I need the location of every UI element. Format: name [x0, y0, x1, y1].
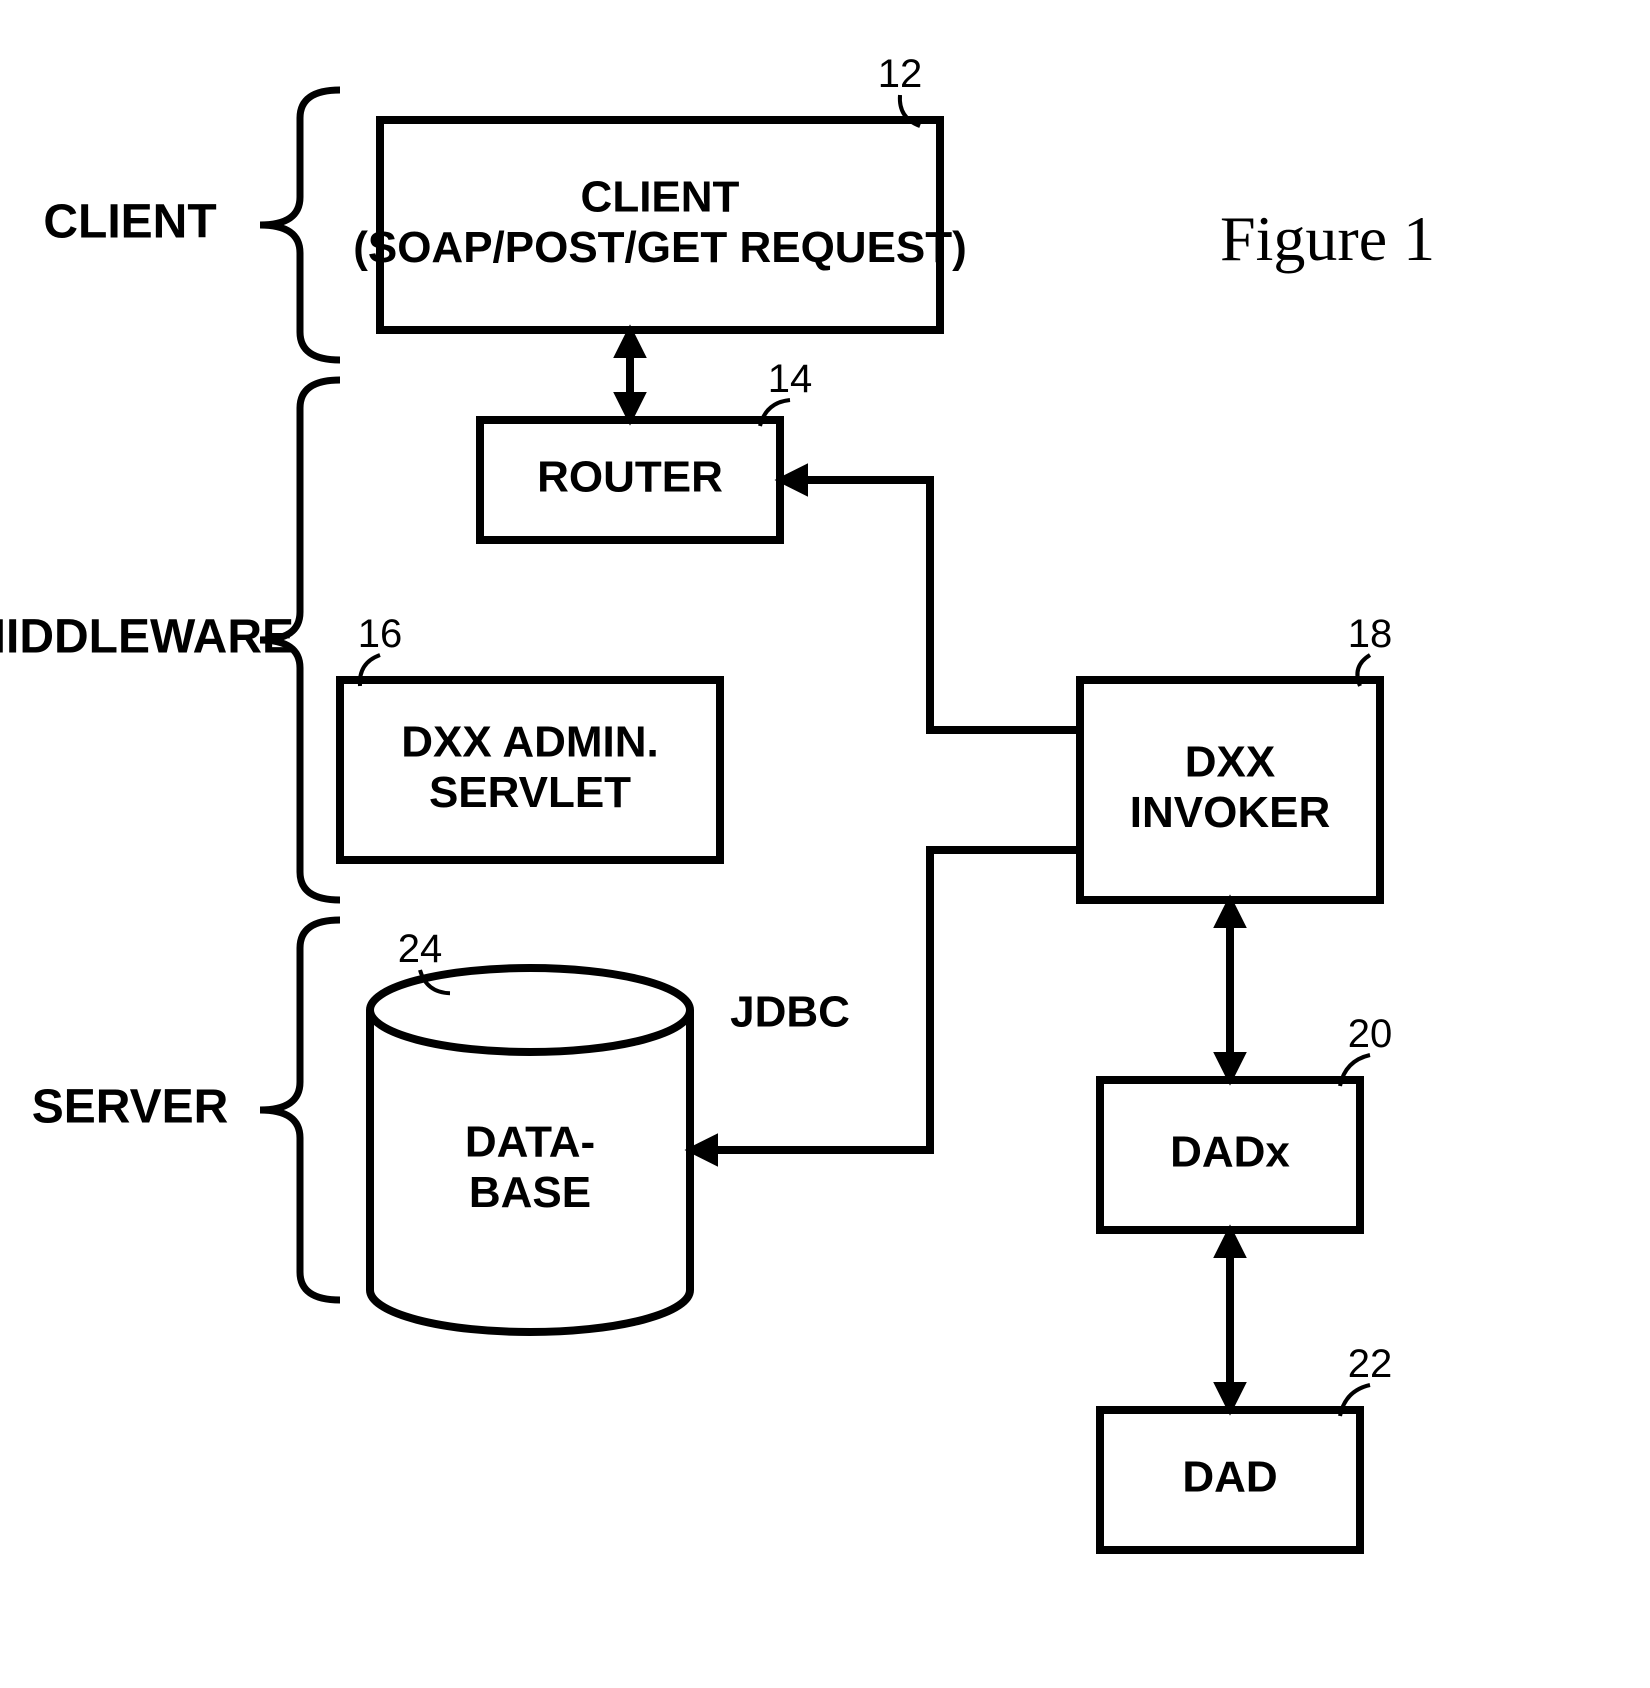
box-invoker-label: DXX	[1185, 737, 1275, 786]
ref-number: 24	[398, 927, 443, 971]
figure-title: Figure 1	[1220, 203, 1435, 274]
box-client-label: CLIENT	[581, 172, 740, 221]
connector-router-invoker	[780, 480, 1080, 730]
ref-number: 14	[768, 357, 813, 401]
box-dadx-label: DADx	[1170, 1128, 1290, 1177]
section-label-client: CLIENT	[43, 196, 216, 249]
jdbc-label: JDBC	[730, 988, 850, 1037]
ref-number: 20	[1348, 1012, 1393, 1056]
box-router-label: ROUTER	[537, 453, 723, 502]
database-lip	[370, 1010, 690, 1052]
brace-server	[260, 920, 340, 1300]
section-label-middleware: MIDDLEWARE	[0, 611, 294, 664]
ref-number: 12	[878, 52, 923, 96]
box-invoker-label: INVOKER	[1130, 788, 1330, 837]
ref-number: 18	[1348, 612, 1393, 656]
ref-number: 16	[358, 612, 403, 656]
section-label-server: SERVER	[32, 1081, 229, 1134]
database-label: DATA-	[465, 1117, 595, 1166]
database-label: BASE	[469, 1168, 591, 1217]
box-admin-label: SERVLET	[429, 768, 631, 817]
ref-number: 22	[1348, 1342, 1393, 1386]
box-client-label: (SOAP/POST/GET REQUEST)	[353, 223, 967, 272]
box-admin-label: DXX ADMIN.	[401, 717, 659, 766]
brace-client	[260, 90, 340, 360]
box-dad-label: DAD	[1182, 1453, 1277, 1502]
